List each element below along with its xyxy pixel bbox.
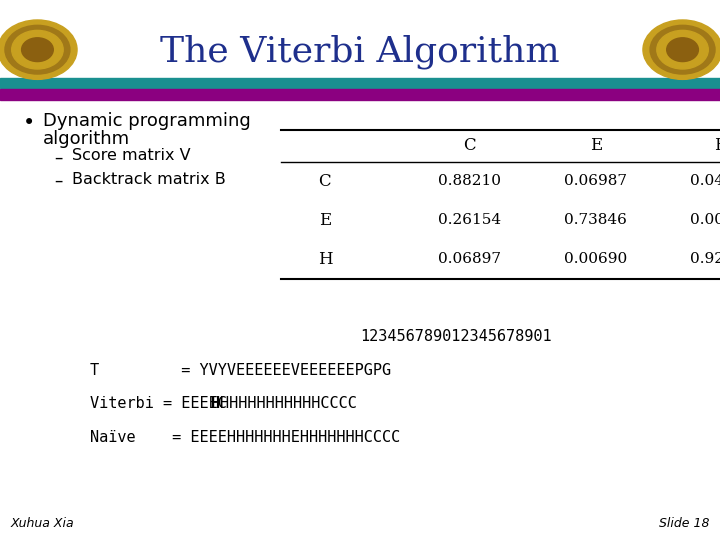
Bar bbox=[0, 78, 720, 88]
Text: C: C bbox=[464, 137, 476, 154]
Text: 0.00000: 0.00000 bbox=[690, 213, 720, 227]
Text: Dynamic programming: Dynamic programming bbox=[43, 112, 251, 130]
Text: H: H bbox=[714, 137, 720, 154]
Text: algorithm: algorithm bbox=[43, 130, 130, 147]
Text: 0.92414: 0.92414 bbox=[690, 252, 720, 266]
Text: H: H bbox=[212, 396, 220, 411]
Circle shape bbox=[0, 20, 77, 79]
Text: T         = YVYVEEEEEEVEEEEEEPGPG: T = YVYVEEEEEEVEEEEEEPGPG bbox=[90, 363, 391, 378]
Bar bbox=[0, 89, 720, 100]
Text: 0.06897: 0.06897 bbox=[438, 252, 501, 266]
Text: Xuhua Xia: Xuhua Xia bbox=[10, 517, 73, 530]
Text: Slide 18: Slide 18 bbox=[660, 517, 710, 530]
Circle shape bbox=[643, 20, 720, 79]
Text: 0.04803: 0.04803 bbox=[690, 174, 720, 188]
Text: HHHHHHHHHHHCCCC: HHHHHHHHHHHCCCC bbox=[220, 396, 356, 411]
Text: 0.06987: 0.06987 bbox=[564, 174, 627, 188]
Text: –: – bbox=[54, 172, 63, 190]
Text: 123456789012345678901: 123456789012345678901 bbox=[360, 329, 552, 345]
Circle shape bbox=[667, 38, 698, 62]
Text: Naïve    = EEEEHHHHHHHEHHHHHHHCCCC: Naïve = EEEEHHHHHHHEHHHHHHHCCCC bbox=[90, 430, 400, 445]
Text: 0.00690: 0.00690 bbox=[564, 252, 627, 266]
Text: E: E bbox=[590, 137, 602, 154]
Circle shape bbox=[650, 25, 715, 74]
Text: H: H bbox=[318, 251, 332, 268]
Text: 0.26154: 0.26154 bbox=[438, 213, 501, 227]
Text: Score matrix V: Score matrix V bbox=[72, 148, 191, 164]
Text: –: – bbox=[54, 148, 63, 166]
Text: E: E bbox=[319, 212, 331, 229]
Circle shape bbox=[12, 30, 63, 69]
Text: 0.73846: 0.73846 bbox=[564, 213, 627, 227]
Circle shape bbox=[22, 38, 53, 62]
Text: Backtrack matrix B: Backtrack matrix B bbox=[72, 172, 226, 187]
Text: Viterbi = EEEEC: Viterbi = EEEEC bbox=[90, 396, 227, 411]
Circle shape bbox=[5, 25, 70, 74]
Text: C: C bbox=[318, 173, 331, 190]
Text: •: • bbox=[23, 113, 35, 133]
Circle shape bbox=[657, 30, 708, 69]
Text: The Viterbi Algorithm: The Viterbi Algorithm bbox=[160, 34, 560, 69]
Text: 0.88210: 0.88210 bbox=[438, 174, 501, 188]
